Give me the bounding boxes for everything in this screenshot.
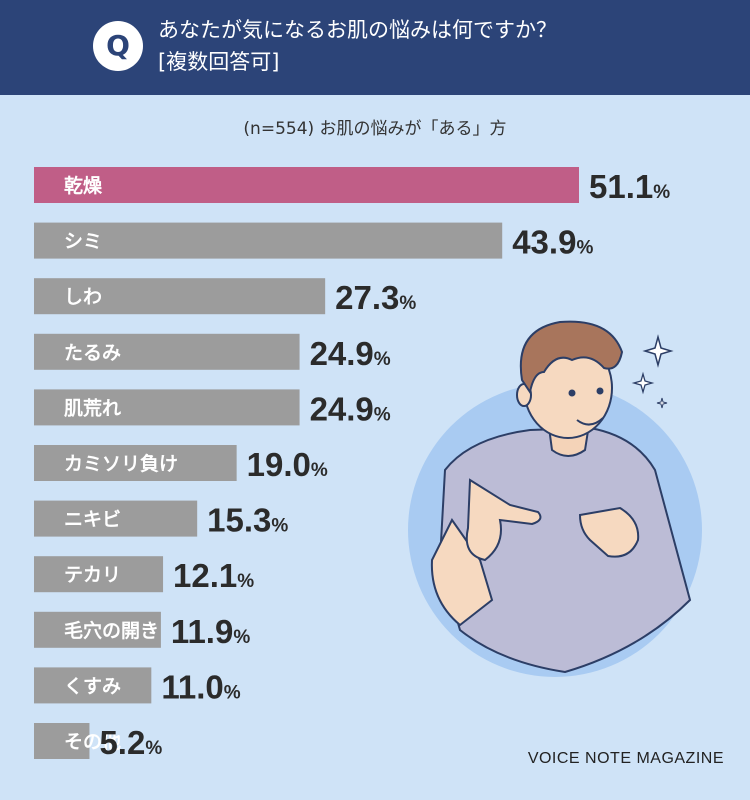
- bar-row: 毛穴の開き 11.9%: [34, 611, 250, 650]
- value-label: 43.9%: [512, 224, 593, 261]
- bar: [34, 222, 503, 259]
- value-label: 12.1%: [173, 557, 254, 594]
- eye: [596, 387, 604, 395]
- value-label: 15.3%: [207, 502, 288, 539]
- bar-row: ニキビ 15.3%: [34, 500, 288, 539]
- bar-row: 肌荒れ 24.9%: [34, 389, 391, 427]
- bar-row: くすみ 11.0%: [34, 667, 241, 705]
- bar-row: カミソリ負け 19.0%: [34, 445, 328, 483]
- value-label: 19.0%: [247, 446, 328, 483]
- category-label: ニキビ: [64, 509, 121, 531]
- illustration-person: [408, 320, 702, 677]
- bar-row: しわ 27.3%: [34, 278, 416, 316]
- category-label: 毛穴の開き: [64, 619, 159, 642]
- value-label: 27.3%: [335, 279, 416, 316]
- value-label: 5.2%: [99, 724, 162, 761]
- category-label: くすみ: [64, 675, 121, 697]
- bar: [34, 389, 300, 426]
- bar: [34, 445, 237, 481]
- sparkle-icon: [656, 397, 668, 409]
- value-label: 11.9%: [171, 613, 250, 650]
- question-title: あなたが気になるお肌の悩みは何ですか？ [複数回答可]: [158, 14, 557, 78]
- bar: [34, 333, 300, 370]
- sparkle-icon: [631, 371, 655, 395]
- shirt: [438, 426, 692, 674]
- category-label: 肌荒れ: [64, 396, 121, 419]
- pointing-hand-left: [465, 478, 542, 562]
- bar: [34, 167, 579, 203]
- category-label: 乾燥: [64, 174, 103, 197]
- value-label: 24.9%: [310, 390, 391, 427]
- smile: [576, 417, 604, 426]
- bar: [34, 278, 326, 315]
- brand-credit: VOICE NOTE MAGAZINE: [527, 750, 724, 767]
- bar-row: 乾燥 51.1%: [34, 167, 670, 205]
- bar: [34, 500, 198, 537]
- eye: [568, 389, 576, 397]
- sparkle-icon: [642, 334, 674, 368]
- question-line-1: あなたが気になるお肌の悩みは何ですか？: [158, 18, 557, 42]
- value-label: 51.1%: [589, 168, 670, 205]
- bar: [34, 611, 161, 648]
- bar: [34, 667, 152, 704]
- q-badge-icon: Q: [93, 21, 143, 71]
- bar: [34, 556, 164, 593]
- value-label: 24.9%: [310, 335, 391, 372]
- bar-row: シミ 43.9%: [34, 222, 593, 261]
- bars: 乾燥 51.1% シミ 43.9% しわ 27.3% たるみ 24.9% 肌荒れ 24.9% カミソ…: [34, 167, 670, 761]
- question-line-2: [複数回答可]: [158, 50, 280, 74]
- category-label: しわ: [64, 286, 102, 308]
- category-label: シミ: [64, 231, 102, 253]
- question-header: Q あなたが気になるお肌の悩みは何ですか？ [複数回答可]: [0, 0, 750, 95]
- bar: [34, 723, 90, 759]
- bar-row: たるみ 24.9%: [34, 333, 391, 372]
- sample-size-subtitle: (n=554) お肌の悩みが「ある」方: [243, 119, 507, 139]
- value-label: 11.0%: [161, 668, 240, 705]
- category-label: その他: [64, 730, 121, 753]
- pointing-hand-right: [578, 506, 640, 558]
- bar-row: テカリ 12.1%: [34, 556, 254, 594]
- category-label: テカリ: [64, 564, 121, 586]
- category-label: たるみ: [64, 342, 121, 364]
- left-arm: [430, 518, 494, 627]
- category-label: カミソリ負け: [64, 452, 178, 475]
- hair: [519, 320, 624, 395]
